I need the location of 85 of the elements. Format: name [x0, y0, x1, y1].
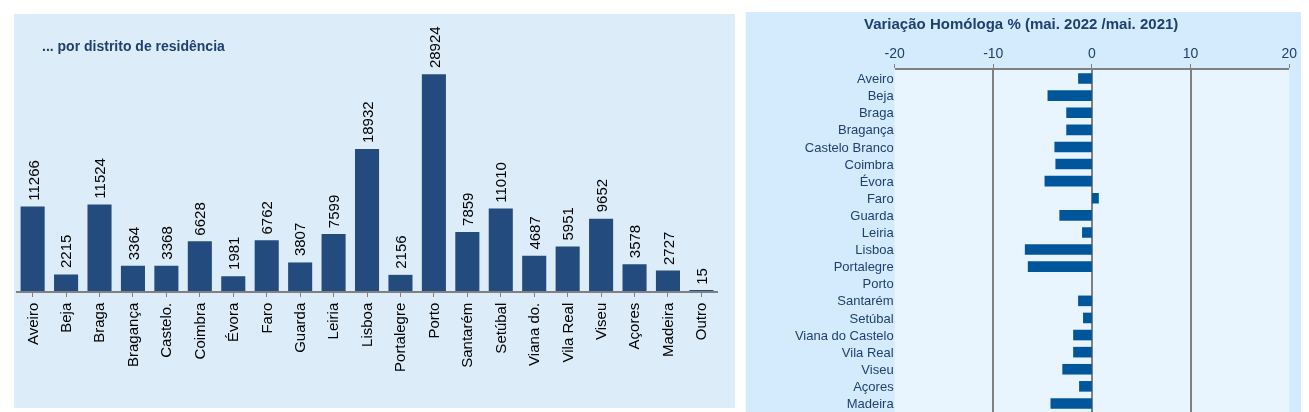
x-tick-label: Portalegre: [391, 302, 409, 372]
y-tick-label: Braga: [858, 105, 895, 121]
bar: [120, 265, 145, 291]
bar: [20, 206, 45, 291]
bar: [488, 208, 513, 291]
x-tick-label: Açores: [625, 302, 643, 350]
y-tick-label: Portalegre: [833, 259, 894, 275]
bar: [254, 240, 279, 291]
bar: [87, 204, 112, 291]
y-tick-label: Viana do Castelo: [794, 327, 894, 343]
data-label: 11266: [24, 160, 42, 201]
data-label: 7599: [325, 194, 343, 229]
x-tick-label: Santarém: [458, 302, 476, 368]
x-tick-label: Castelo.: [157, 302, 175, 358]
chart-title: ... por distrito de residência: [42, 38, 226, 54]
data-label: 3578: [625, 224, 643, 259]
y-tick-label: Guarda: [850, 207, 895, 223]
data-label: 5951: [558, 207, 576, 241]
y-tick-label: Porto: [862, 276, 894, 292]
data-label: 3368: [158, 226, 176, 260]
data-label: 4687: [525, 216, 543, 250]
y-tick-label: Leiria: [861, 225, 895, 240]
data-label: 18932: [358, 101, 376, 144]
x-tick-label: Guarda: [291, 302, 309, 353]
data-label: 15: [693, 268, 711, 285]
y-tick-label: Coimbra: [844, 156, 895, 172]
bar: [589, 218, 614, 291]
x-tick-label: Évora: [224, 302, 242, 342]
data-label: 11524: [91, 158, 109, 199]
bar: [655, 270, 681, 291]
data-label: 2215: [57, 234, 75, 268]
x-tick-label: Viana do.: [525, 302, 543, 366]
chart-title: Variação Homóloga % (mai. 2022 /mai. 2021): [864, 15, 1179, 32]
bar: [221, 276, 246, 291]
x-tick-label: Setúbal: [491, 302, 509, 354]
x-tick-label: 10: [1182, 45, 1199, 62]
y-tick-label: Beja: [867, 88, 895, 104]
x-tick-label: Leiria: [324, 302, 342, 340]
x-tick-label: Porto: [424, 302, 442, 339]
x-tick-label: Faro: [257, 302, 275, 334]
y-tick-label: Bragança: [838, 122, 895, 138]
bar: [455, 232, 480, 291]
data-label: 9652: [592, 178, 610, 213]
y-tick-label: Évora: [859, 173, 895, 189]
bar: [555, 246, 580, 291]
bar: [421, 74, 446, 291]
y-tick-label: Lisboa: [855, 242, 895, 258]
bar: [321, 234, 346, 291]
data-label: 28924: [425, 26, 443, 69]
x-tick-label: 0: [1088, 45, 1097, 62]
bar: [54, 274, 79, 291]
data-label: 3364: [124, 226, 142, 261]
x-tick-label: Coimbra: [190, 302, 208, 360]
x-tick-label: Bragança: [123, 302, 141, 367]
data-label: 6762: [257, 201, 275, 235]
y-tick-label: Castelo Branco: [804, 139, 894, 155]
x-tick-label: Beja: [56, 302, 74, 333]
bar: [288, 262, 313, 291]
x-tick-label: Lisboa: [357, 302, 375, 347]
data-label: 2727: [659, 231, 677, 266]
x-tick-label: -10: [983, 45, 1004, 62]
y-tick-label: Faro: [866, 190, 894, 206]
data-label: 11010: [491, 162, 509, 203]
data-label: 2156: [392, 235, 410, 269]
x-tick-label: Aveiro: [23, 302, 41, 345]
data-label: 3807: [291, 222, 309, 257]
y-tick-label: Madeira: [846, 396, 895, 411]
x-tick-label: Outro: [692, 302, 710, 341]
data-label: 6628: [191, 202, 209, 236]
bar: [522, 255, 547, 291]
bar: [154, 265, 179, 291]
bar: [622, 264, 647, 291]
x-tick-label: Vila Real: [558, 302, 576, 363]
x-tick-label: -20: [884, 45, 905, 62]
x-tick-label: 20: [1281, 45, 1298, 62]
y-tick-label: Açores: [853, 378, 895, 394]
bar: [187, 241, 212, 291]
bar: [388, 274, 413, 291]
data-label: 7859: [458, 192, 476, 226]
x-tick-label: Viseu: [591, 302, 609, 341]
x-tick-label: Braga: [90, 302, 108, 343]
x-tick-label: Madeira: [658, 302, 676, 357]
data-label: 1981: [224, 236, 242, 270]
bar: [354, 149, 380, 291]
y-tick-label: Aveiro: [857, 71, 894, 87]
